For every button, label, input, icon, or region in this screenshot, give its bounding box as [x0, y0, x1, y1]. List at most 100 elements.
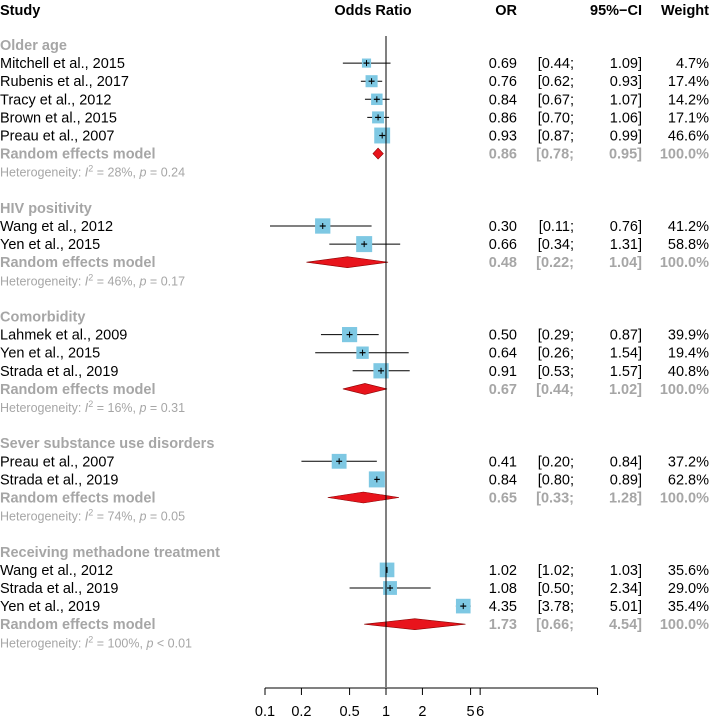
study-label: Strada et al., 2019	[0, 364, 119, 380]
ci-lower-value: [0.50;	[538, 581, 574, 597]
ci-lower-value: [0.53;	[538, 364, 574, 380]
ci-lower-value: [0.11;	[539, 219, 574, 235]
header-ci: 95%−CI	[590, 3, 642, 19]
weight-value: 37.2%	[668, 454, 709, 470]
study-label: Preau et al., 2007	[0, 129, 114, 145]
study-label: Preau et al., 2007	[0, 454, 114, 470]
or-value: 0.69	[489, 56, 517, 72]
or-value: 0.84	[489, 472, 517, 488]
ci-lower-value: [0.26;	[538, 346, 574, 362]
or-value: 4.35	[489, 599, 517, 615]
or-value: 0.76	[489, 74, 517, 90]
header-or: OR	[495, 3, 517, 19]
ci-upper-value: 1.09]	[610, 56, 642, 72]
ci-lower-value: [0.62;	[538, 74, 574, 90]
x-axis-tick-label: 0.5	[339, 704, 359, 718]
weight-value: 4.7%	[676, 56, 709, 72]
group-title: Receiving methadone treatment	[0, 545, 220, 561]
x-axis-tick-label: 6	[476, 704, 484, 718]
model-label: Random effects model	[0, 382, 156, 398]
header-study: Study	[0, 3, 40, 19]
ci-upper-value: 0.76]	[610, 219, 642, 235]
model-ci-upper-value: 0.95]	[609, 147, 642, 163]
summary-diamond	[364, 618, 466, 631]
model-label: Random effects model	[0, 147, 156, 163]
ci-upper-value: 1.57]	[610, 364, 642, 380]
study-label: Strada et al., 2019	[0, 472, 119, 488]
weight-value: 41.2%	[668, 219, 709, 235]
heterogeneity-text: Heterogeneity: I2 = 74%, p = 0.05	[0, 508, 185, 524]
weight-value: 14.2%	[668, 92, 709, 108]
ci-upper-value: 1.31]	[610, 237, 642, 253]
ci-upper-value: 0.99]	[610, 129, 642, 145]
ci-upper-value: 0.89]	[610, 472, 642, 488]
model-weight-value: 100.0%	[660, 255, 709, 271]
heterogeneity-text: Heterogeneity: I2 = 28%, p = 0.24	[0, 164, 185, 180]
model-ci-lower-value: [0.22;	[536, 255, 574, 271]
weight-value: 58.8%	[668, 237, 709, 253]
heterogeneity-text: Heterogeneity: I2 = 100%, p < 0.01	[0, 634, 192, 650]
x-axis-tick-label: 5	[467, 704, 475, 718]
heterogeneity-text: Heterogeneity: I2 = 16%, p = 0.31	[0, 399, 185, 415]
or-value: 0.64	[489, 346, 517, 362]
study-label: Wang et al., 2012	[0, 219, 113, 235]
summary-diamond	[306, 256, 389, 269]
study-label: Yen et al., 2019	[0, 599, 100, 615]
model-label: Random effects model	[0, 491, 156, 507]
model-ci-lower-value: [0.78;	[536, 147, 574, 163]
study-label: Strada et al., 2019	[0, 581, 119, 597]
model-ci-upper-value: 1.28]	[609, 491, 642, 507]
ci-lower-value: [0.80;	[538, 472, 574, 488]
weight-value: 19.4%	[668, 346, 709, 362]
study-label: Yen et al., 2015	[0, 346, 100, 362]
study-label: Mitchell et al., 2015	[0, 56, 125, 72]
model-or-value: 0.86	[489, 147, 517, 163]
or-value: 0.91	[489, 364, 517, 380]
header-weight: Weight	[661, 3, 709, 19]
model-or-value: 0.48	[489, 255, 517, 271]
or-value: 1.02	[489, 563, 517, 579]
ci-lower-value: [3.78;	[538, 599, 574, 615]
ci-lower-value: [0.87;	[538, 129, 574, 145]
model-weight-value: 100.0%	[660, 147, 709, 163]
group-title: Comorbidity	[0, 310, 85, 326]
ci-upper-value: 0.84]	[610, 454, 642, 470]
model-ci-upper-value: 1.04]	[609, 255, 642, 271]
ci-upper-value: 2.34]	[610, 581, 642, 597]
x-axis-tick-label: 0.1	[255, 704, 275, 718]
study-label: Brown et al., 2015	[0, 110, 117, 126]
or-value: 0.66	[489, 237, 517, 253]
model-weight-value: 100.0%	[660, 382, 709, 398]
weight-value: 17.4%	[668, 74, 709, 90]
group-title: Sever substance use disorders	[0, 436, 214, 452]
summary-diamond	[327, 491, 400, 504]
ci-upper-value: 1.06]	[610, 110, 642, 126]
ci-upper-value: 0.87]	[610, 328, 642, 344]
weight-value: 17.1%	[668, 110, 709, 126]
x-axis-tick-label: 1	[382, 704, 390, 718]
ci-upper-value: 5.01]	[610, 599, 642, 615]
weight-value: 35.6%	[668, 563, 709, 579]
summary-diamond	[372, 147, 384, 160]
summary-diamond	[342, 383, 388, 395]
ci-upper-value: 1.07]	[610, 92, 642, 108]
plot-body: Older age Mitchell et al., 2015 0.69 [0.44;…	[0, 36, 709, 718]
model-label: Random effects model	[0, 617, 156, 633]
study-label: Rubenis et al., 2017	[0, 74, 129, 90]
model-ci-lower-value: [0.33;	[536, 491, 574, 507]
model-or-value: 0.65	[489, 491, 517, 507]
model-label: Random effects model	[0, 255, 156, 271]
model-ci-lower-value: [0.44;	[536, 382, 574, 398]
or-value: 1.08	[489, 581, 517, 597]
or-value: 0.30	[489, 219, 517, 235]
or-value: 0.50	[489, 328, 517, 344]
ci-lower-value: [0.29;	[538, 328, 574, 344]
model-or-value: 1.73	[489, 617, 517, 633]
model-weight-value: 100.0%	[660, 617, 709, 633]
ci-upper-value: 1.03]	[610, 563, 642, 579]
header-odds-ratio: Odds Ratio	[334, 3, 411, 19]
x-axis-tick-label: 0.2	[291, 704, 311, 718]
ci-lower-value: [0.70;	[538, 110, 574, 126]
ci-lower-value: [0.44;	[538, 56, 574, 72]
or-value: 0.93	[489, 129, 517, 145]
